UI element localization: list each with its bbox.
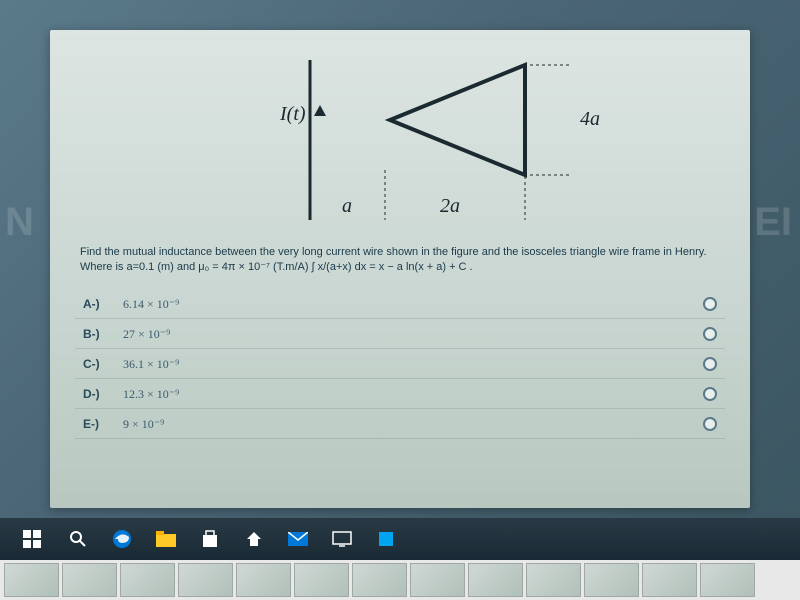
thumbnail[interactable] bbox=[178, 563, 233, 597]
option-value: 36.1 × 10⁻⁹ bbox=[123, 357, 703, 372]
height-label: 4a bbox=[580, 108, 600, 130]
option-value: 6.14 × 10⁻⁹ bbox=[123, 297, 703, 312]
thumbnail[interactable] bbox=[236, 563, 291, 597]
option-label: C-) bbox=[83, 357, 123, 371]
option-label: B-) bbox=[83, 327, 123, 341]
physics-diagram: I(t) a 2a 4a bbox=[75, 50, 725, 230]
thumbnail[interactable] bbox=[468, 563, 523, 597]
option-a[interactable]: A-) 6.14 × 10⁻⁹ bbox=[75, 291, 725, 319]
wire-label: I(t) bbox=[279, 103, 306, 125]
option-label: D-) bbox=[83, 387, 123, 401]
mail-icon bbox=[288, 532, 308, 546]
option-value: 12.3 × 10⁻⁹ bbox=[123, 387, 703, 402]
home-button[interactable] bbox=[234, 522, 274, 556]
thumbnail[interactable] bbox=[62, 563, 117, 597]
quiz-window: I(t) a 2a 4a Find the mutual inductance … bbox=[50, 30, 750, 508]
option-b[interactable]: B-) 27 × 10⁻⁹ bbox=[75, 321, 725, 349]
thumbnail[interactable] bbox=[120, 563, 175, 597]
store-icon bbox=[201, 530, 219, 548]
thumbnail[interactable] bbox=[294, 563, 349, 597]
edge-button[interactable] bbox=[102, 522, 142, 556]
radio-icon[interactable] bbox=[703, 417, 717, 431]
radio-icon[interactable] bbox=[703, 297, 717, 311]
app-icon bbox=[377, 530, 395, 548]
folder-icon bbox=[156, 531, 176, 547]
thumbnail[interactable] bbox=[700, 563, 755, 597]
thumbnail[interactable] bbox=[526, 563, 581, 597]
store-button[interactable] bbox=[190, 522, 230, 556]
base-label: 2a bbox=[440, 195, 460, 217]
thumbnail-strip bbox=[0, 560, 800, 600]
current-arrow bbox=[314, 105, 326, 116]
diagram-svg: I(t) a 2a 4a bbox=[75, 50, 725, 230]
search-icon bbox=[69, 530, 87, 548]
taskbar bbox=[0, 518, 800, 560]
radio-icon[interactable] bbox=[703, 387, 717, 401]
thumbnail[interactable] bbox=[642, 563, 697, 597]
option-value: 27 × 10⁻⁹ bbox=[123, 327, 703, 342]
thumbnail[interactable] bbox=[4, 563, 59, 597]
monitor-icon bbox=[332, 531, 352, 547]
mail-button[interactable] bbox=[278, 522, 318, 556]
windows-icon bbox=[23, 530, 41, 548]
explorer-button[interactable] bbox=[146, 522, 186, 556]
edge-icon bbox=[112, 529, 132, 549]
option-value: 9 × 10⁻⁹ bbox=[123, 417, 703, 432]
option-label: A-) bbox=[83, 297, 123, 311]
home-icon bbox=[245, 530, 263, 548]
thumbnail[interactable] bbox=[584, 563, 639, 597]
options-list: A-) 6.14 × 10⁻⁹ B-) 27 × 10⁻⁹ C-) 36.1 ×… bbox=[75, 291, 725, 439]
option-d[interactable]: D-) 12.3 × 10⁻⁹ bbox=[75, 381, 725, 409]
option-label: E-) bbox=[83, 417, 123, 431]
settings-button[interactable] bbox=[366, 522, 406, 556]
desktop-area: I(t) a 2a 4a Find the mutual inductance … bbox=[0, 0, 800, 518]
thumbnail[interactable] bbox=[352, 563, 407, 597]
option-c[interactable]: C-) 36.1 × 10⁻⁹ bbox=[75, 351, 725, 379]
taskview-button[interactable] bbox=[322, 522, 362, 556]
question-text: Find the mutual inductance between the v… bbox=[75, 245, 725, 276]
option-e[interactable]: E-) 9 × 10⁻⁹ bbox=[75, 411, 725, 439]
search-button[interactable] bbox=[58, 522, 98, 556]
radio-icon[interactable] bbox=[703, 327, 717, 341]
triangle-frame bbox=[390, 65, 525, 175]
thumbnail[interactable] bbox=[410, 563, 465, 597]
radio-icon[interactable] bbox=[703, 357, 717, 371]
start-button[interactable] bbox=[10, 522, 54, 556]
gap-label: a bbox=[342, 195, 352, 217]
